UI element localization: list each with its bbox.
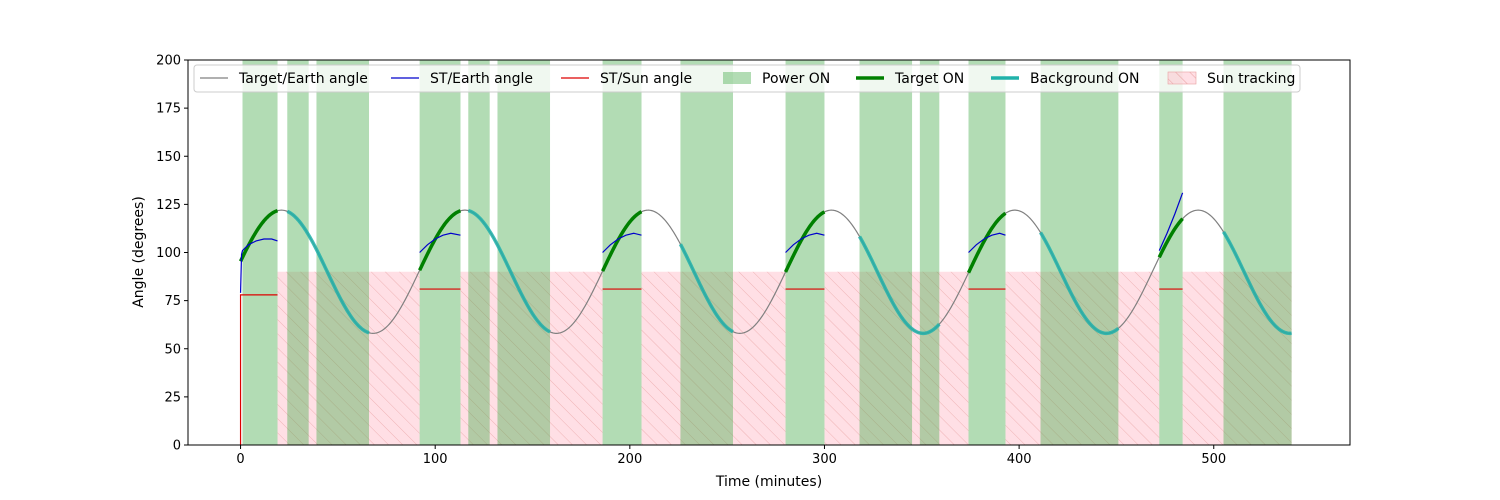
power-on-band xyxy=(497,60,551,445)
power-on-band xyxy=(680,60,733,445)
y-tick-label: 125 xyxy=(156,198,181,213)
legend-box xyxy=(193,64,1301,93)
legend-label-st_earth: ST/Earth angle xyxy=(430,71,533,87)
legend-item-background_on: Background ON xyxy=(991,71,1139,87)
power-on-band xyxy=(242,60,278,445)
target-on-segment xyxy=(966,211,1007,274)
sun-tracking-hatch xyxy=(1182,271,1292,445)
st-earth-angle-line xyxy=(1158,192,1184,251)
power-on-band xyxy=(1159,60,1183,445)
background-on-segment xyxy=(1221,230,1292,336)
y-tick-label: 75 xyxy=(164,294,181,309)
y-tick-label: 150 xyxy=(156,150,181,165)
y-axis-label: Angle (degrees) xyxy=(131,196,147,308)
st-earth-angle-line xyxy=(785,232,825,253)
st-earth-angle-line xyxy=(419,232,461,253)
x-tick-label: 100 xyxy=(423,452,448,467)
legend-item-sun_tracking: Sun tracking xyxy=(1167,71,1295,87)
y-axis: 0 25 50 75 100 125 150 175 200 xyxy=(156,54,188,454)
target-on-segment xyxy=(1157,217,1184,259)
sun-tracking-hatch xyxy=(460,271,603,445)
y-tick-label: 200 xyxy=(156,54,181,69)
legend-item-st_sun: ST/Sun angle xyxy=(561,71,692,87)
power-on-band xyxy=(785,60,825,445)
legend-item-st_earth: ST/Earth angle xyxy=(391,71,533,87)
background-on-segment xyxy=(678,243,734,334)
power-on-band xyxy=(968,60,1006,445)
background-on-segment xyxy=(1039,231,1120,336)
legend-label-st_sun: ST/Sun angle xyxy=(600,71,692,87)
power-on-band xyxy=(287,60,309,445)
background-on-segment xyxy=(857,235,941,336)
legend-item-target_on: Target ON xyxy=(856,71,964,87)
sun-tracking-hatch xyxy=(824,271,969,445)
legend-swatch-hatch-sun_tracking xyxy=(1168,72,1196,84)
y-tick-label: 0 xyxy=(173,439,181,454)
sun-tracking-hatch xyxy=(1005,271,1160,445)
background-on-segment xyxy=(286,209,370,335)
power-on-band xyxy=(468,60,490,445)
legend-item-target_earth: Target/Earth angle xyxy=(200,71,368,87)
x-axis: 0 100 200 300 400 500 xyxy=(236,445,1226,467)
legend-label-background_on: Background ON xyxy=(1030,71,1139,87)
legend-label-power_on: Power ON xyxy=(762,71,830,87)
legend-label-target_earth: Target/Earth angle xyxy=(238,71,368,87)
y-tick-label: 175 xyxy=(156,102,181,117)
y-tick-label: 25 xyxy=(164,390,181,405)
st-sun-angle-line xyxy=(239,294,278,445)
legend-swatch-power_on xyxy=(723,72,751,84)
background-on-segment xyxy=(467,208,551,334)
x-axis-label: Time (minutes) xyxy=(715,474,822,490)
sun-tracking-hatch xyxy=(277,271,420,445)
y-tick-label: 50 xyxy=(164,342,181,357)
x-tick-label: 500 xyxy=(1201,452,1226,467)
target-on-segment xyxy=(601,210,643,272)
st-earth-angle-line xyxy=(602,232,642,253)
legend-label-sun_tracking: Sun tracking xyxy=(1207,71,1295,87)
legend-label-target_on: Target ON xyxy=(894,71,964,87)
target-on-segment xyxy=(418,209,462,272)
power-on-band xyxy=(316,60,370,445)
x-tick-label: 200 xyxy=(617,452,642,467)
power-on-band xyxy=(1040,60,1119,445)
x-tick-label: 300 xyxy=(812,452,837,467)
x-tick-label: 400 xyxy=(1007,452,1032,467)
st-earth-angle-line xyxy=(239,238,278,293)
st-earth-angle-line xyxy=(968,232,1006,253)
target-on-segment xyxy=(238,209,279,263)
x-tick-label: 0 xyxy=(236,452,244,467)
power-on-band xyxy=(919,60,940,445)
y-tick-label: 100 xyxy=(156,246,181,261)
legend-item-power_on: Power ON xyxy=(723,71,830,87)
sun-tracking-hatch xyxy=(641,271,786,445)
legend: Target/Earth angle ST/Earth angle ST/Sun a… xyxy=(193,64,1301,93)
power-on-band xyxy=(419,60,461,445)
plot-area xyxy=(238,60,1292,445)
power-on-band xyxy=(602,60,642,445)
target-on-segment xyxy=(783,210,826,273)
